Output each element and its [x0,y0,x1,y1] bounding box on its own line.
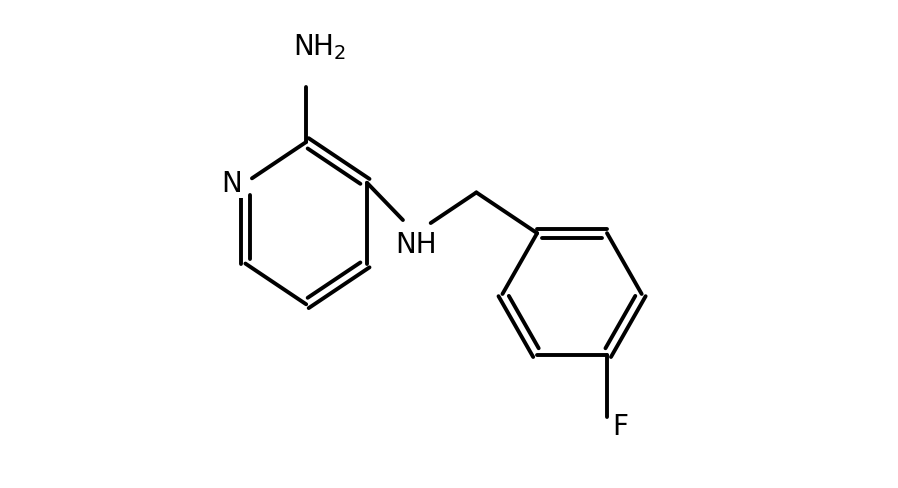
Text: NH: NH [395,231,436,259]
Text: NH$_2$: NH$_2$ [293,32,347,62]
Text: N: N [222,169,242,197]
Text: F: F [612,412,628,440]
